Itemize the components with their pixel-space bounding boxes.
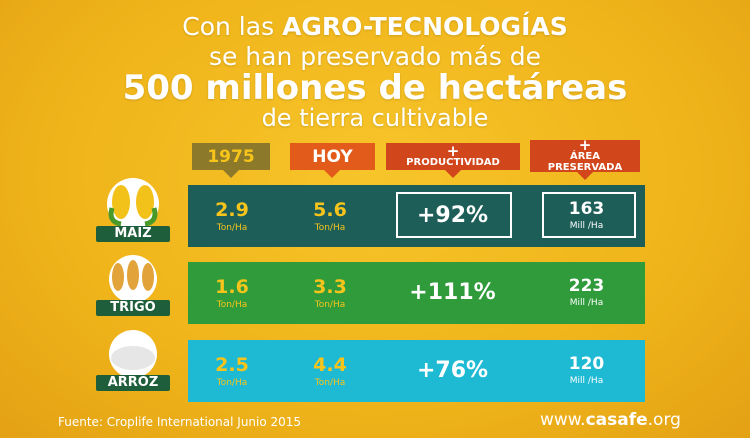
value-productividad: +92% — [416, 203, 489, 228]
site-prefix: www. — [540, 410, 586, 430]
value-productividad: +76% — [416, 358, 489, 383]
header-plus: + — [578, 136, 592, 154]
value-1975: 2.5 — [215, 354, 249, 376]
row-trigo — [188, 262, 645, 324]
unit-area: Mill /Ha — [569, 221, 604, 231]
header-label: HOY — [312, 146, 353, 167]
unit-hoy: Ton/Ha — [314, 300, 346, 310]
header-plus: + — [446, 142, 460, 160]
title-prefix: Con las — [182, 12, 275, 41]
crop-label: MAIZ — [96, 226, 170, 242]
value-area: 120 — [568, 354, 605, 374]
maiz-icon — [107, 178, 159, 230]
site-suffix: .org — [647, 410, 681, 430]
source: Fuente: Croplife International Junio 201… — [58, 415, 302, 429]
unit-1975: Ton/Ha — [216, 300, 248, 310]
arroz-icon — [109, 330, 157, 378]
unit-area: Mill /Ha — [569, 376, 604, 386]
site-bold: casafe — [585, 410, 648, 430]
value-hoy: 5.6 — [313, 199, 347, 221]
crop-label: TRIGO — [96, 300, 170, 316]
area-frame — [542, 192, 636, 238]
header-hoy: HOY — [290, 143, 375, 170]
header-label: ÁREA PRESERVADA — [547, 151, 623, 173]
title-line2: se han preservado más de — [208, 42, 542, 71]
title-line4: de tierra cultivable — [261, 104, 489, 132]
title-bold: AGRO-TECNOLOGÍAS — [282, 12, 568, 41]
value-1975: 2.9 — [215, 199, 249, 221]
header-area: + ÁREA PRESERVADA — [530, 136, 640, 173]
unit-hoy: Ton/Ha — [314, 378, 346, 388]
header-productividad: + PRODUCTIVIDAD — [386, 143, 520, 170]
trigo-icon — [109, 255, 157, 303]
site: www.casafe.org — [540, 410, 681, 430]
unit-hoy: Ton/Ha — [314, 223, 346, 233]
unit-area: Mill /Ha — [569, 298, 604, 308]
header-arrow — [223, 170, 239, 178]
title-line1: Con las AGRO-TECNOLOGÍAS — [0, 12, 750, 41]
header-arrow — [324, 170, 340, 178]
crop-label: ARROZ — [96, 375, 170, 391]
value-hoy: 4.4 — [313, 354, 347, 376]
header-1975: 1975 — [192, 143, 270, 170]
header-label: PRODUCTIVIDAD — [406, 157, 500, 168]
value-hoy: 3.3 — [313, 276, 347, 298]
value-area: 223 — [568, 276, 605, 296]
unit-1975: Ton/Ha — [216, 378, 248, 388]
header-arrow — [577, 172, 593, 180]
unit-1975: Ton/Ha — [216, 223, 248, 233]
value-productividad: +111% — [409, 280, 496, 305]
value-area: 163 — [568, 199, 605, 219]
prod-frame — [396, 192, 512, 238]
row-arroz — [188, 340, 645, 402]
value-1975: 1.6 — [215, 276, 249, 298]
title-line3: 500 millones de hectáreas — [122, 68, 628, 108]
header-arrow — [445, 170, 461, 178]
header-label: 1975 — [207, 146, 255, 167]
